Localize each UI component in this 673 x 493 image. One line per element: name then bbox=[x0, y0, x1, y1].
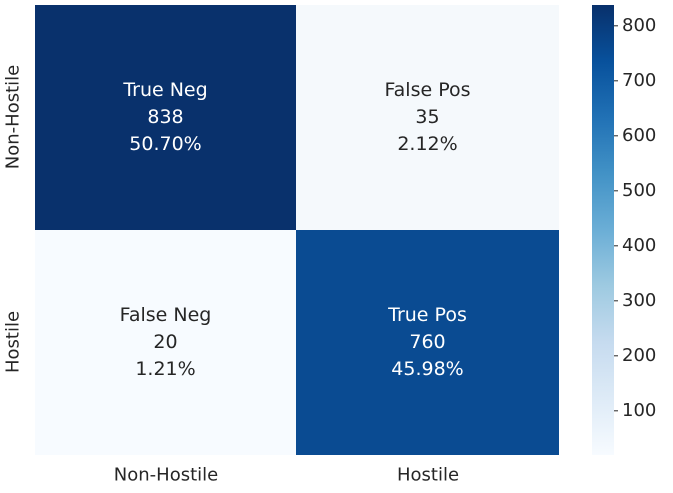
cell-label: False Neg bbox=[119, 304, 212, 326]
cell-count: 35 bbox=[415, 106, 440, 128]
colorbar-tick-label: 400 bbox=[622, 235, 657, 257]
heatmap: True Neg 838 50.70% False Pos 35 2.12% F… bbox=[35, 5, 559, 455]
colorbar-tick-label: 600 bbox=[622, 125, 657, 147]
cell-percent: 45.98% bbox=[391, 358, 464, 380]
cell-count: 838 bbox=[147, 106, 184, 128]
x-tick-label-hostile: Hostile bbox=[396, 464, 460, 486]
colorbar-tick-mark bbox=[614, 355, 618, 357]
cell-label: False Pos bbox=[384, 79, 471, 101]
cell-count: 760 bbox=[409, 331, 446, 353]
cell-true-pos: True Pos 760 45.98% bbox=[296, 230, 559, 455]
cell-label: True Pos bbox=[388, 304, 467, 326]
colorbar-tick-mark bbox=[614, 410, 618, 412]
colorbar-tick-mark bbox=[614, 80, 618, 82]
cell-true-neg: True Neg 838 50.70% bbox=[35, 5, 296, 230]
cell-percent: 50.70% bbox=[129, 133, 202, 155]
colorbar-tick-mark bbox=[614, 135, 618, 137]
colorbar-tick-label: 300 bbox=[622, 290, 657, 312]
cell-label: True Neg bbox=[123, 79, 208, 101]
y-tick-label-non-hostile: Non-Hostile bbox=[2, 64, 24, 170]
colorbar-tick-label: 500 bbox=[622, 180, 657, 202]
colorbar-tick-mark bbox=[614, 245, 618, 247]
colorbar-tick-label: 700 bbox=[622, 69, 657, 91]
cell-percent: 2.12% bbox=[397, 133, 458, 155]
colorbar: 100 200 300 400 500 600 700 800 bbox=[592, 5, 656, 455]
colorbar-tick-label: 200 bbox=[622, 345, 657, 367]
y-tick-label-hostile: Hostile bbox=[2, 310, 24, 374]
cell-percent: 1.21% bbox=[135, 358, 196, 380]
cell-count: 20 bbox=[153, 331, 178, 353]
cell-false-pos: False Pos 35 2.12% bbox=[296, 5, 559, 230]
colorbar-tick-label: 100 bbox=[622, 400, 657, 422]
colorbar-tick-label: 800 bbox=[622, 14, 657, 36]
colorbar-tick-mark bbox=[614, 300, 618, 302]
x-tick-label-non-hostile: Non-Hostile bbox=[113, 464, 219, 486]
colorbar-tick-mark bbox=[614, 190, 618, 192]
colorbar-tick-mark bbox=[614, 25, 618, 27]
cell-false-neg: False Neg 20 1.21% bbox=[35, 230, 296, 455]
